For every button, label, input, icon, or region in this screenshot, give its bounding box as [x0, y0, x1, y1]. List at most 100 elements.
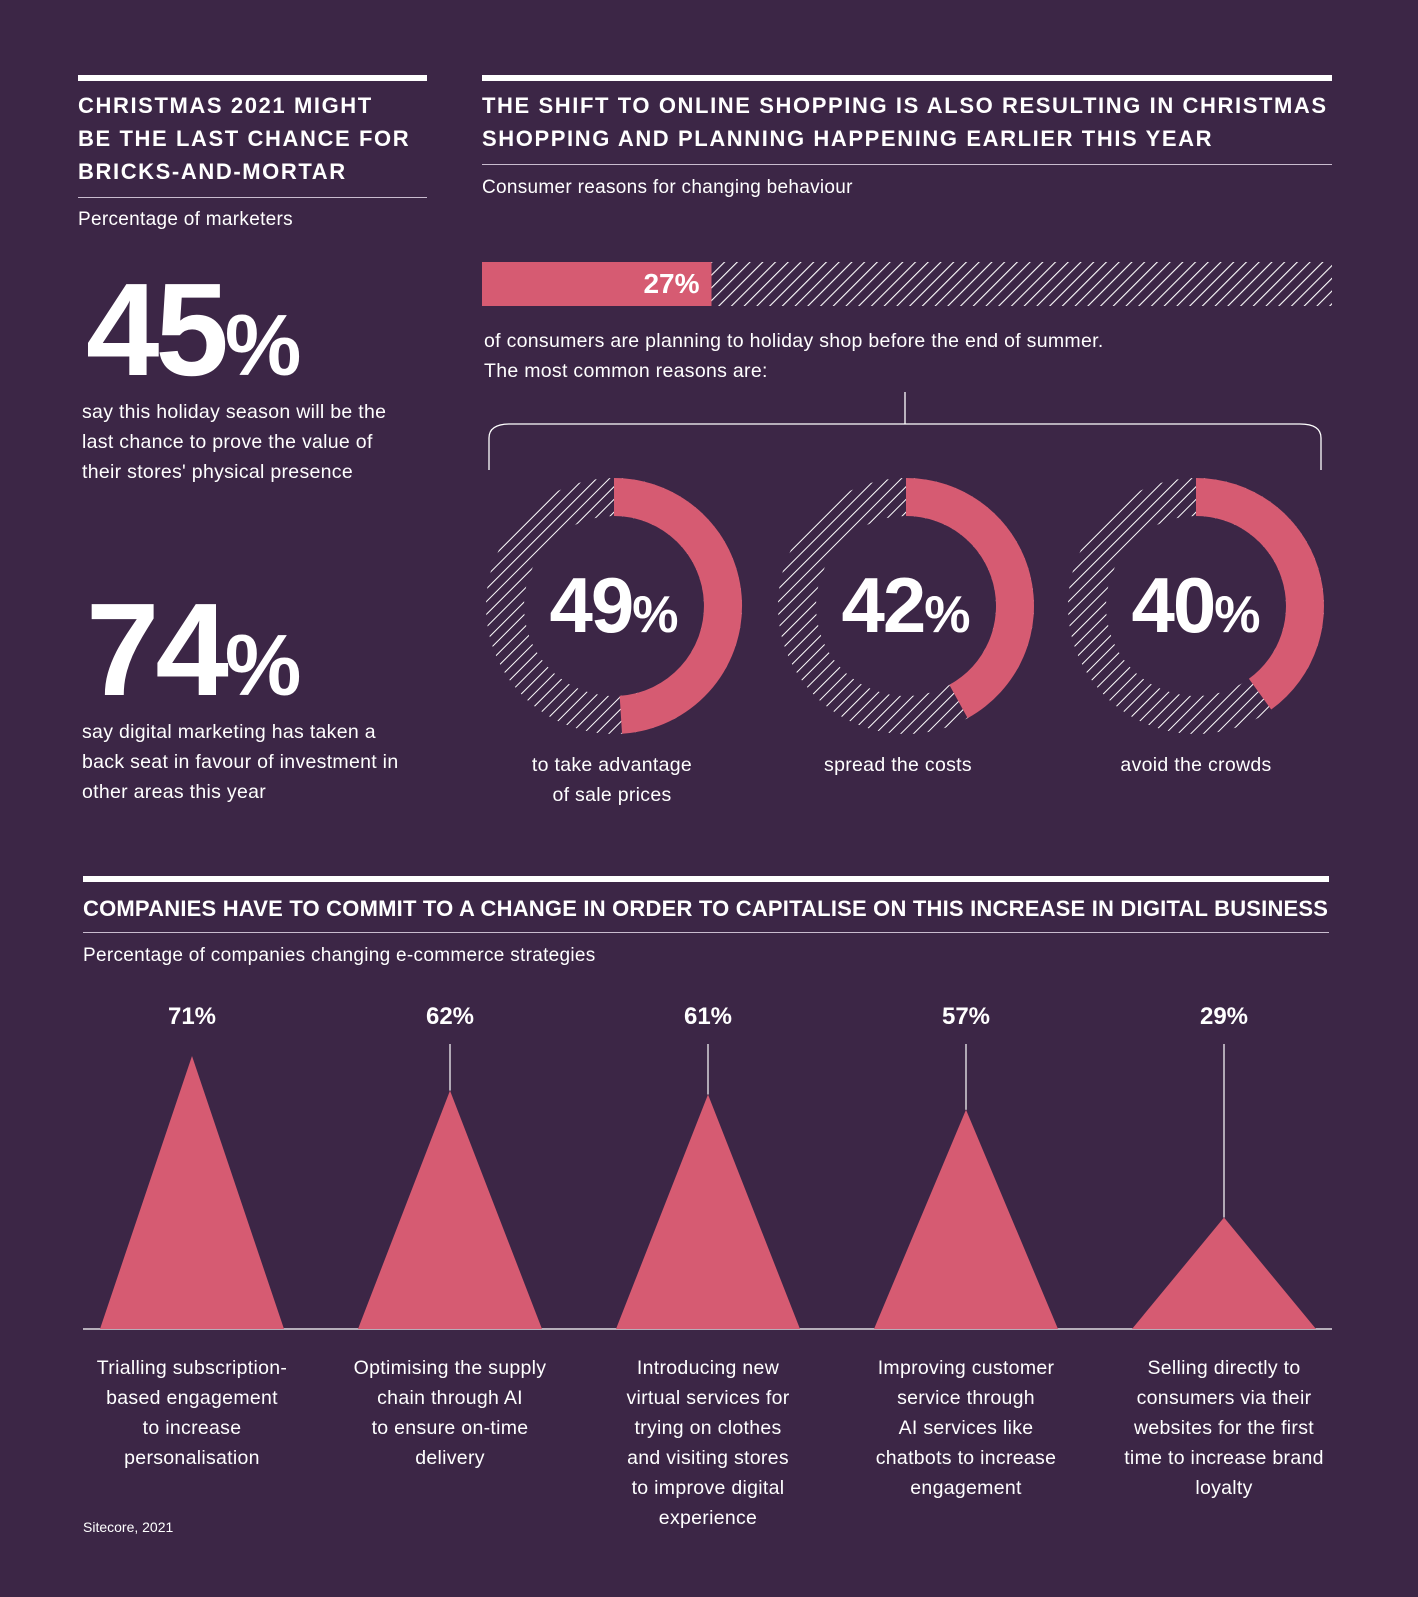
stat-45-value: 45%: [86, 264, 301, 412]
triangle-bar: [358, 1090, 542, 1329]
bottom-heading: COMPANIES HAVE TO COMMIT TO A CHANGE IN …: [83, 896, 1329, 921]
triangle-category-line: to increase: [142, 1417, 242, 1439]
donut-percent-sign: %: [1214, 586, 1261, 644]
triangle-category-line: trying on clothes: [634, 1417, 782, 1439]
donut-caption-line: avoid the crowds: [1120, 754, 1272, 776]
reasons-bracket: [488, 392, 1322, 470]
triangle-category-line: Trialling subscription-: [96, 1357, 288, 1379]
donut-caption-line: spread the costs: [824, 754, 972, 776]
bar-text-line: The most common reasons are:: [484, 360, 768, 382]
donut-number: 49: [549, 561, 634, 649]
triangle-category-line: Introducing new: [636, 1357, 780, 1379]
right-heading: THE SHIFT TO ONLINE SHOPPING IS ALSO RES…: [482, 89, 1342, 155]
bottom-heading-rule: [83, 876, 1329, 882]
donut-avoid-crowds: 40%: [1066, 476, 1326, 736]
bar-text-line: of consumers are planning to holiday sho…: [484, 330, 1104, 352]
triangle-value-label: 57%: [941, 1003, 991, 1030]
triangle-value-label: 61%: [683, 1003, 733, 1030]
triangle-category-line: delivery: [415, 1447, 485, 1469]
triangle-category-label: Selling directly to consumers via their we…: [1104, 1353, 1344, 1503]
triangle-category-line: chain through AI: [377, 1387, 523, 1409]
stat-text-line: say digital marketing has taken a: [82, 721, 376, 743]
triangle-chart: [83, 1044, 1332, 1330]
donut-number: 40: [1131, 561, 1216, 649]
donut-caption-sale-prices: to take advantage of sale prices: [482, 750, 742, 810]
stat-text-line: their stores' physical presence: [82, 461, 353, 483]
stat-text-line: last chance to prove the value of: [82, 431, 373, 453]
donut-slice: [906, 478, 1035, 719]
stat-text-line: say this holiday season will be the: [82, 401, 387, 423]
donut-ring: [1067, 478, 1324, 734]
left-heading-rule: [78, 75, 427, 81]
donut-value: 40%: [1066, 566, 1326, 654]
triangle-category-line: personalisation: [124, 1447, 260, 1469]
triangle-category-line: websites for the first: [1134, 1417, 1314, 1439]
stat-number: 74: [86, 576, 229, 723]
donut-slice: [1196, 478, 1324, 710]
bar-fill: [482, 262, 712, 306]
stat-number: 45: [86, 256, 229, 403]
triangle-category-label: Introducing new virtual services for tryin…: [588, 1353, 828, 1533]
consumer-share-bar: 27%: [482, 262, 1332, 306]
right-heading-line: THE SHIFT TO ONLINE SHOPPING IS ALSO RES…: [482, 93, 1328, 118]
right-heading-line: SHOPPING AND PLANNING HAPPENING EARLIER …: [482, 126, 1214, 151]
triangle-category-label: Trialling subscription-based engagement t…: [72, 1353, 312, 1473]
left-heading-divider: [78, 197, 427, 198]
triangle-category-label: Optimising the supply chain through AI to …: [330, 1353, 570, 1473]
right-subtitle: Consumer reasons for changing behaviour: [482, 177, 853, 198]
stat-45-description: say this holiday season will be the last…: [82, 397, 442, 487]
left-heading-line: BE THE LAST CHANCE FOR: [78, 126, 411, 151]
bottom-subtitle: Percentage of companies changing e-comme…: [83, 945, 596, 966]
bottom-heading-divider: [83, 932, 1329, 933]
triangle-category-line: time to increase brand: [1124, 1447, 1324, 1469]
donut-caption-avoid-crowds: avoid the crowds: [1066, 750, 1326, 780]
left-subtitle: Percentage of marketers: [78, 209, 293, 230]
triangle-category-line: loyalty: [1195, 1477, 1253, 1499]
triangle-category-line: chatbots to increase: [875, 1447, 1057, 1469]
triangle-category-line: virtual services for: [626, 1387, 790, 1409]
triangle-category-line: experience: [658, 1507, 758, 1529]
triangle-category-line: service through: [897, 1387, 1035, 1409]
donut-slice: [614, 478, 743, 734]
donut-caption-line: of sale prices: [552, 784, 672, 806]
triangle-category-line: based engagement: [106, 1387, 278, 1409]
triangle-category-line: Selling directly to: [1147, 1357, 1301, 1379]
left-heading-line: BRICKS-AND-MORTAR: [78, 159, 347, 184]
stat-percent-sign: %: [224, 618, 302, 714]
stat-74-description: say digital marketing has taken a back s…: [82, 717, 442, 807]
right-heading-divider: [482, 164, 1332, 165]
stat-text-line: other areas this year: [82, 781, 267, 803]
triangle-value-label: 29%: [1199, 1003, 1249, 1030]
left-heading-line: CHRISTMAS 2021 MIGHT: [78, 93, 373, 118]
donut-caption-line: to take advantage: [531, 754, 693, 776]
donut-spread-costs: 42%: [776, 476, 1036, 736]
right-heading-rule: [482, 75, 1332, 81]
donut-value: 49%: [484, 566, 744, 654]
triangle-category-line: AI services like: [898, 1417, 1034, 1439]
bar-description: of consumers are planning to holiday sho…: [484, 326, 1344, 386]
triangle-value-label: 62%: [425, 1003, 475, 1030]
donut-sale-prices: 49%: [484, 476, 744, 736]
donut-value: 42%: [776, 566, 1036, 654]
triangle-bar: [1132, 1217, 1316, 1329]
triangle-value-label: 71%: [167, 1003, 217, 1030]
triangle-category-line: consumers via their: [1136, 1387, 1312, 1409]
donut-caption-spread-costs: spread the costs: [768, 750, 1028, 780]
triangle-category-line: engagement: [910, 1477, 1022, 1499]
donut-number: 42: [841, 561, 926, 649]
triangle-bar: [100, 1056, 284, 1329]
triangle-category-line: to improve digital: [631, 1477, 785, 1499]
donut-percent-sign: %: [924, 586, 971, 644]
bar-value-label: 27%: [643, 268, 699, 299]
donut-percent-sign: %: [632, 586, 679, 644]
stat-percent-sign: %: [224, 298, 302, 394]
donut-ring: [777, 478, 1035, 734]
triangle-category-line: Optimising the supply: [353, 1357, 547, 1379]
source-note: Sitecore, 2021: [83, 1519, 174, 1535]
stat-text-line: back seat in favour of investment in: [82, 751, 399, 773]
triangle-category-line: to ensure on-time: [371, 1417, 529, 1439]
triangle-bar: [616, 1094, 800, 1329]
triangle-bar: [874, 1109, 1058, 1329]
triangle-category-label: Improving customer service through AI serv…: [846, 1353, 1086, 1503]
triangle-category-line: Improving customer: [877, 1357, 1055, 1379]
